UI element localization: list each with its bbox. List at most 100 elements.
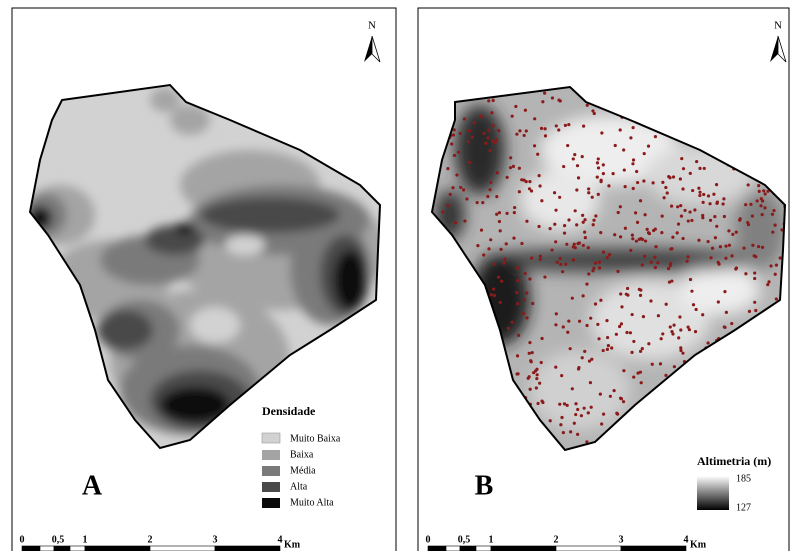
sample-point [765,367,768,370]
sample-point [639,289,642,292]
sample-point [476,284,479,287]
sample-point [687,392,690,395]
sample-point [450,372,453,375]
sample-point [469,364,472,367]
sample-point [620,322,623,325]
sample-point [473,333,476,336]
sample-point [587,411,590,414]
sample-point [493,294,496,297]
sample-point [639,419,642,422]
sample-point [571,297,574,300]
sample-point [591,196,594,199]
sample-point [628,115,631,118]
sample-point [453,154,456,157]
sample-point [462,188,465,191]
sample-point [663,423,666,426]
sample-point [482,253,485,256]
sample-point [714,236,717,239]
sample-point [670,205,673,208]
sample-point [704,95,707,98]
sample-point [654,228,657,231]
sample-point [668,415,671,418]
sample-point [647,231,650,234]
sample-point [500,443,503,446]
sample-point [487,92,490,95]
sample-point [666,103,669,106]
sample-point [623,168,626,171]
sample-point [697,239,700,242]
sample-point [472,395,475,398]
sample-point [715,386,718,389]
sample-point [751,163,754,166]
sample-point [727,229,730,232]
sample-point [531,351,534,354]
sample-point [664,129,667,132]
sample-point [690,435,693,438]
sample-point [732,122,735,125]
sample-point [727,411,730,414]
sample-point [727,143,730,146]
sample-point [500,280,503,283]
sample-point [515,133,518,136]
sample-point [569,430,572,433]
sample-point [646,108,649,111]
sample-point [638,238,641,241]
sample-point [694,373,697,376]
sample-point [489,400,492,403]
sample-point [636,181,639,184]
sample-point [707,368,710,371]
sample-point [555,124,558,127]
sample-point [574,413,577,416]
sample-point [554,323,557,326]
sample-point [631,234,634,237]
sample-point [459,132,462,135]
sample-point [467,140,470,143]
sample-point [778,333,781,336]
sample-point [464,278,467,281]
sample-point [572,157,575,160]
sample-point [625,331,628,334]
sample-point [573,422,576,425]
sample-point [759,406,762,409]
sample-point [482,404,485,407]
sample-point [709,97,712,100]
sample-point [554,366,557,369]
sample-point [437,373,440,376]
sample-point [686,255,689,258]
sample-point [516,266,519,269]
sample-point [462,329,465,332]
sample-point [594,302,597,305]
sample-point [540,127,543,130]
sample-point [489,238,492,241]
sample-point [430,183,433,186]
sample-point [609,395,612,398]
sample-point [660,387,663,390]
sample-point [463,320,466,323]
sample-point [652,418,655,421]
sample-point [778,390,781,393]
sample-point [541,100,544,103]
sample-point [669,262,672,265]
sample-point [638,117,641,120]
sample-point [676,231,679,234]
sample-point [754,309,757,312]
sample-point [701,313,704,316]
sample-point [497,275,500,278]
sample-point [495,195,498,198]
scale-label: 2 [148,534,153,545]
sample-point [681,352,684,355]
sample-point [434,268,437,271]
legend-max: 185 [736,473,751,484]
scale-segment [150,546,215,551]
sample-point [687,99,690,102]
sample-point [734,267,737,270]
sample-point [502,262,505,265]
sample-point [441,143,444,146]
sample-point [538,174,541,177]
scale-unit: Km [284,539,301,550]
sample-point [723,215,726,218]
legend-swatch [262,450,280,460]
sample-point [651,363,654,366]
sample-point [505,386,508,389]
sample-point [773,315,776,318]
